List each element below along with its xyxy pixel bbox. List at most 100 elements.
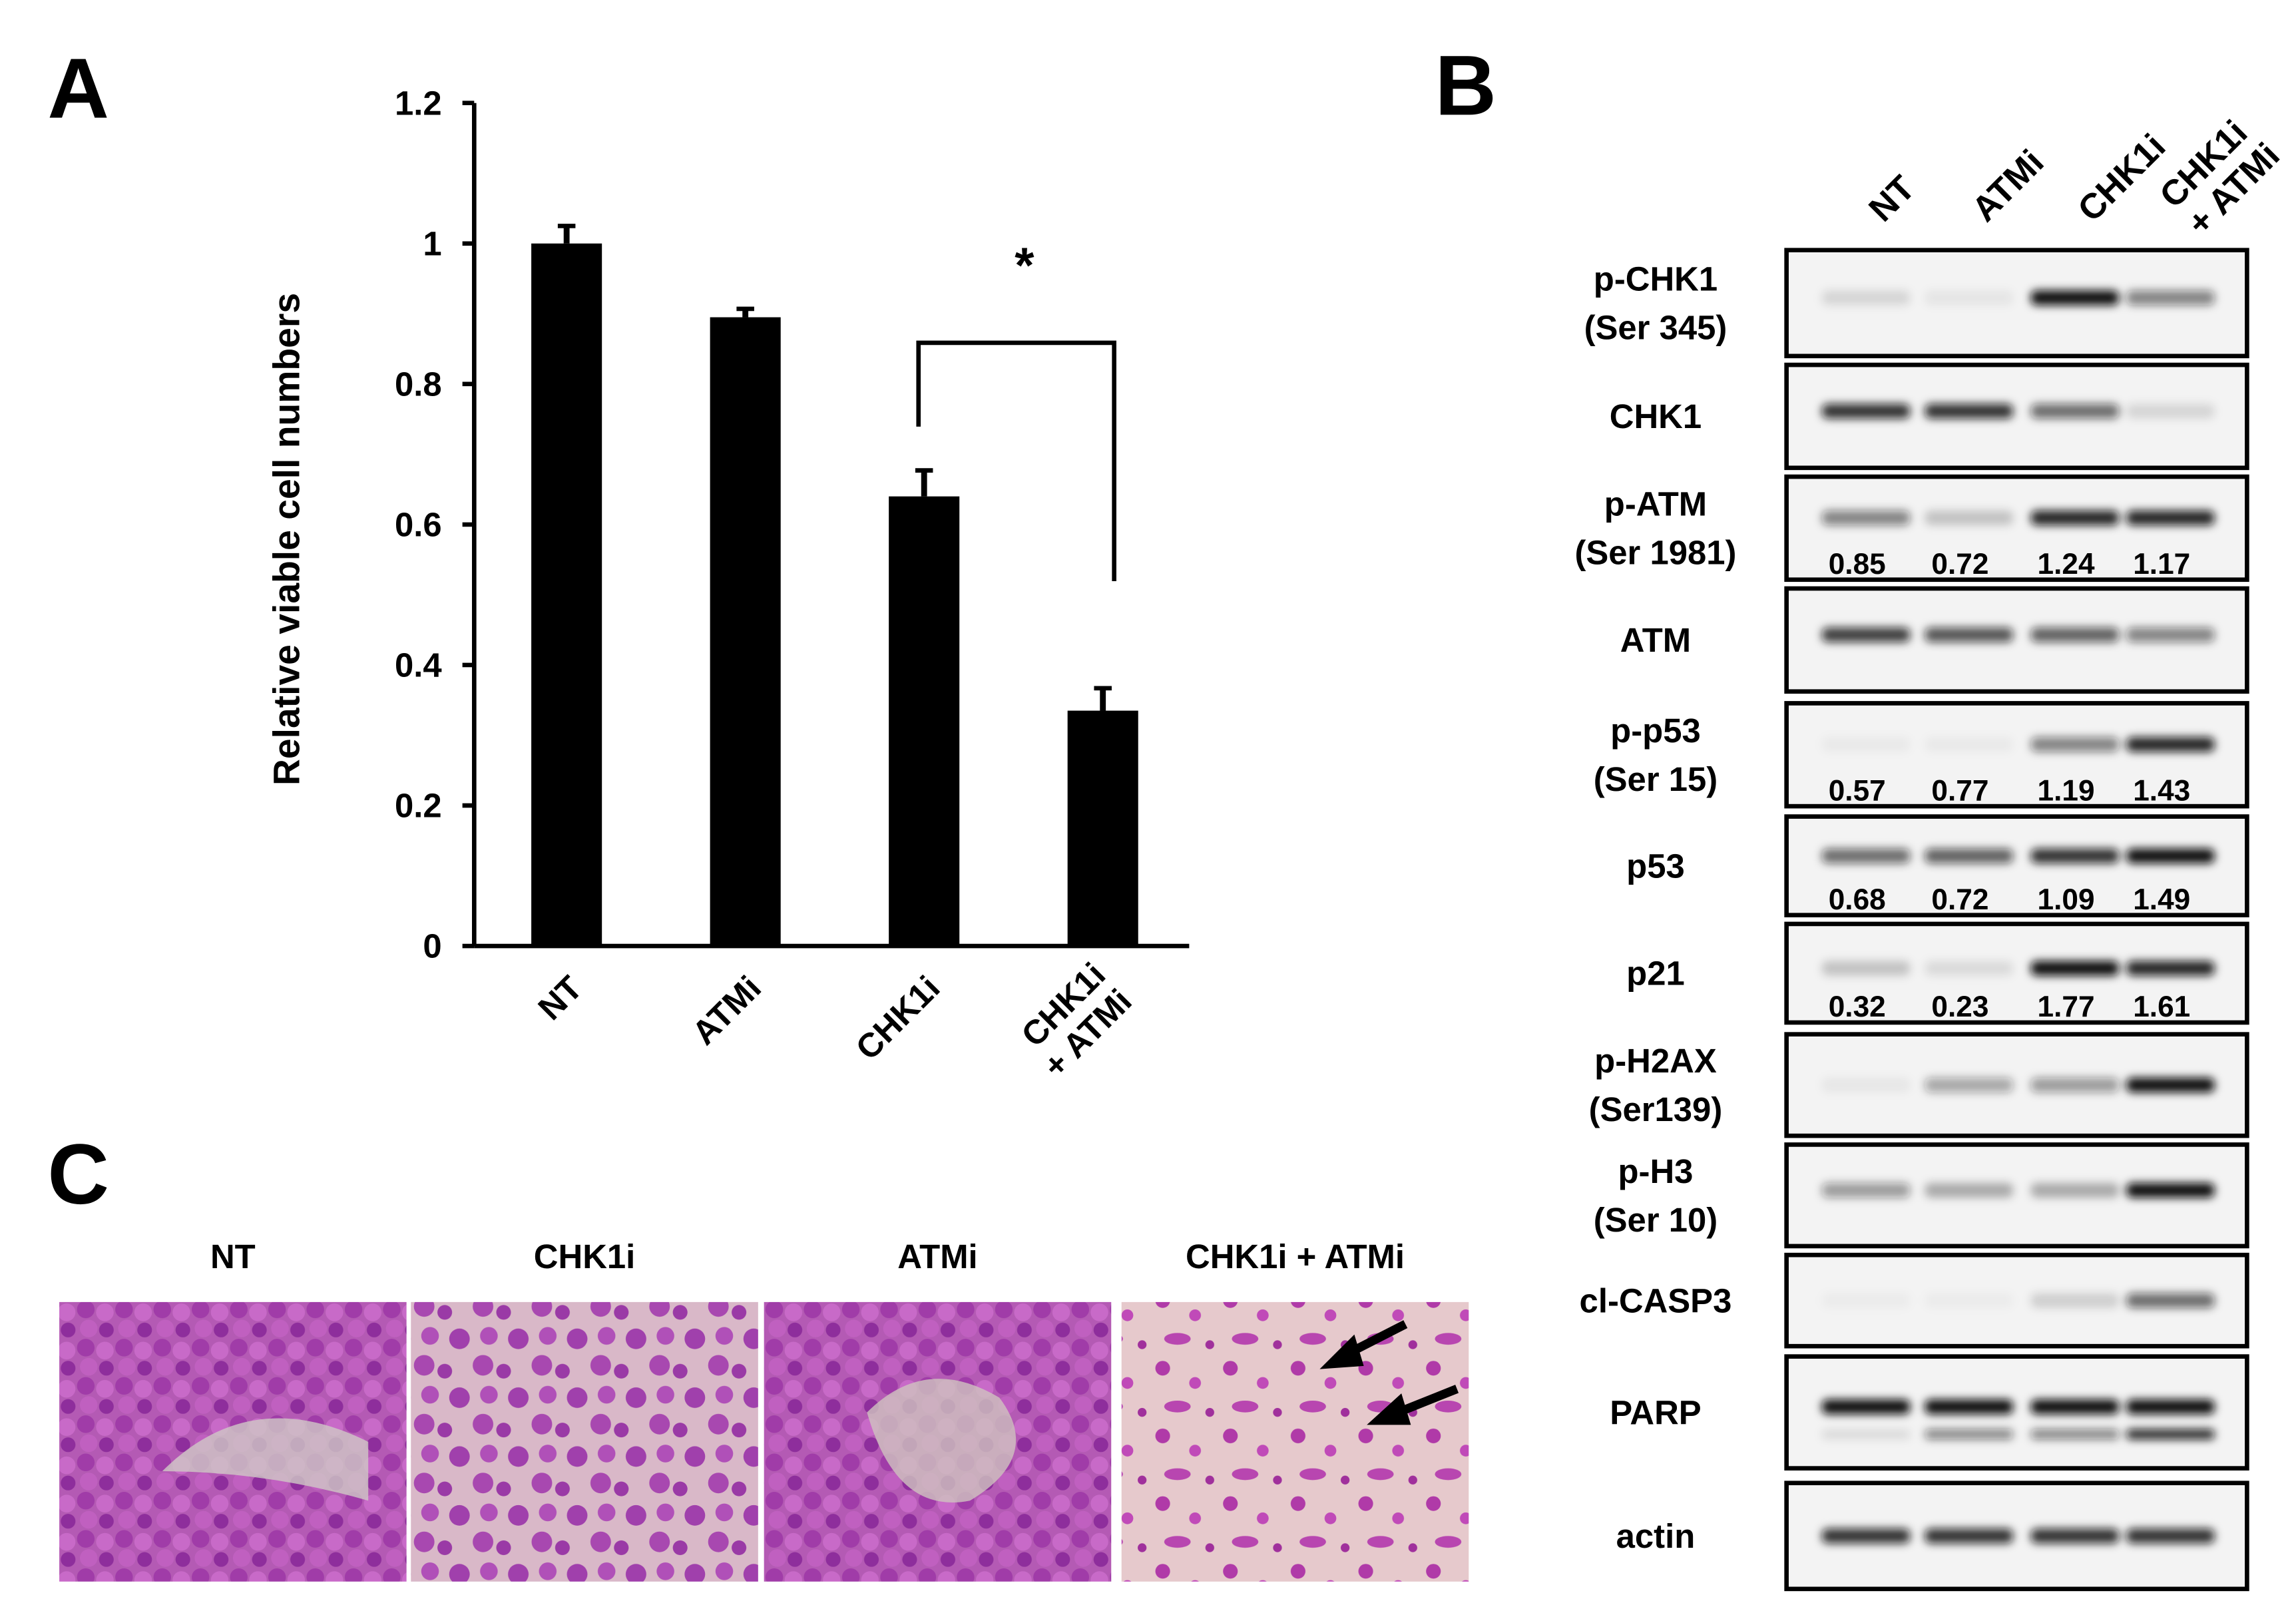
lane-label: CHK1i+ ATMi bbox=[2152, 108, 2287, 243]
bands bbox=[1821, 290, 2215, 306]
band bbox=[2126, 1182, 2215, 1198]
band bbox=[1925, 290, 2014, 306]
band bbox=[1821, 403, 1911, 419]
band bbox=[1925, 848, 2014, 863]
row-label: p-H2AX bbox=[1594, 1042, 1717, 1080]
row-label: p-H3 bbox=[1618, 1152, 1693, 1190]
micrograph-label: CHK1i + ATMi bbox=[1186, 1238, 1405, 1275]
quantification: 0.32 bbox=[1829, 991, 1886, 1023]
band bbox=[2126, 290, 2215, 306]
band bbox=[2030, 848, 2120, 863]
quantification: 1.49 bbox=[2133, 883, 2190, 916]
lane-label: CHK1i bbox=[2070, 126, 2173, 229]
band bbox=[2030, 1293, 2120, 1308]
micrograph bbox=[411, 1301, 758, 1582]
quantification: 0.85 bbox=[1829, 548, 1886, 580]
band bbox=[2030, 1182, 2120, 1198]
band bbox=[1821, 1399, 1911, 1415]
band bbox=[1821, 1077, 1911, 1092]
band bbox=[1925, 1528, 2014, 1544]
band bbox=[2030, 1528, 2120, 1544]
band bbox=[1925, 510, 2014, 525]
band bbox=[2126, 1429, 2215, 1440]
quantification: 0.77 bbox=[1931, 774, 1988, 807]
quantification: 0.57 bbox=[1829, 774, 1886, 807]
band bbox=[1821, 1429, 1911, 1440]
band bbox=[1925, 403, 2014, 419]
blot-box bbox=[1784, 814, 2249, 917]
band bbox=[2030, 290, 2120, 306]
quantification: 0.72 bbox=[1931, 883, 1988, 916]
quantification: 1.09 bbox=[2038, 883, 2095, 916]
quantification: 1.17 bbox=[2133, 548, 2190, 580]
quantification: 1.77 bbox=[2038, 991, 2095, 1023]
row-label: (Ser 15) bbox=[1594, 760, 1718, 798]
x-tick-label: CHK1i bbox=[848, 969, 947, 1067]
bands bbox=[1821, 737, 2215, 752]
panel-label: B bbox=[1435, 38, 1496, 133]
row-label: CHK1 bbox=[1610, 397, 1702, 435]
x-tick-label: NT bbox=[531, 969, 589, 1027]
band bbox=[1925, 1429, 2014, 1440]
lane-label: ATMi bbox=[1964, 142, 2052, 230]
row-label: p53 bbox=[1626, 847, 1685, 885]
y-tick-label: 0.4 bbox=[395, 646, 442, 684]
bar bbox=[1067, 710, 1138, 947]
significance-star: * bbox=[1015, 237, 1034, 293]
arrows bbox=[1319, 1320, 1459, 1425]
quantification: 0.23 bbox=[1931, 991, 1988, 1023]
bar bbox=[531, 243, 602, 947]
band bbox=[1821, 627, 1911, 642]
quantification: 1.19 bbox=[2038, 774, 2095, 807]
row-label: ATM bbox=[1620, 621, 1691, 659]
band bbox=[2030, 403, 2120, 419]
bands bbox=[1821, 403, 2215, 419]
band bbox=[2126, 737, 2215, 752]
bar bbox=[710, 317, 781, 947]
quantification: 0.72 bbox=[1931, 548, 1988, 580]
gap bbox=[867, 1379, 1017, 1503]
bands bbox=[1821, 1399, 2215, 1440]
band bbox=[2126, 510, 2215, 525]
bar bbox=[889, 496, 960, 947]
micrograph-label: NT bbox=[210, 1238, 256, 1275]
row-label: PARP bbox=[1610, 1393, 1701, 1431]
bands bbox=[1821, 848, 2215, 863]
band bbox=[2126, 1293, 2215, 1308]
y-tick-label: 0.2 bbox=[395, 787, 442, 825]
band bbox=[1925, 1182, 2014, 1198]
significance-bracket bbox=[916, 340, 1116, 581]
band bbox=[2126, 1077, 2215, 1092]
blot-box bbox=[1784, 474, 2249, 582]
bands bbox=[1821, 1528, 2215, 1544]
row-label: (Ser139) bbox=[1589, 1090, 1723, 1128]
row-label: p21 bbox=[1626, 955, 1685, 993]
bands bbox=[1821, 1182, 2215, 1198]
band bbox=[1821, 1182, 1911, 1198]
y-tick-label: 0.6 bbox=[395, 506, 442, 544]
band bbox=[1925, 1399, 2014, 1415]
band bbox=[1821, 848, 1911, 863]
band bbox=[2030, 961, 2120, 976]
y-axis-label: Relative viable cell numbers bbox=[266, 293, 307, 786]
quantification: 1.61 bbox=[2133, 991, 2190, 1023]
y-tick-label: 0.8 bbox=[395, 365, 442, 403]
panel-label: A bbox=[47, 41, 109, 136]
bands bbox=[1821, 961, 2215, 976]
row-label: (Ser 1981) bbox=[1574, 534, 1736, 572]
y-tick-label: 0 bbox=[423, 927, 441, 965]
panel-label: C bbox=[47, 1127, 109, 1222]
quantification: 0.68 bbox=[1829, 883, 1886, 916]
band bbox=[2126, 1528, 2215, 1544]
row-label: cl-CASP3 bbox=[1580, 1281, 1732, 1319]
x-tick-label: ATMi bbox=[684, 969, 768, 1052]
band bbox=[1925, 961, 2014, 976]
band bbox=[2030, 1399, 2120, 1415]
row-label: actin bbox=[1616, 1517, 1696, 1555]
band bbox=[2030, 737, 2120, 752]
band bbox=[2126, 627, 2215, 642]
bands bbox=[2030, 1293, 2215, 1308]
band bbox=[2030, 1077, 2120, 1092]
